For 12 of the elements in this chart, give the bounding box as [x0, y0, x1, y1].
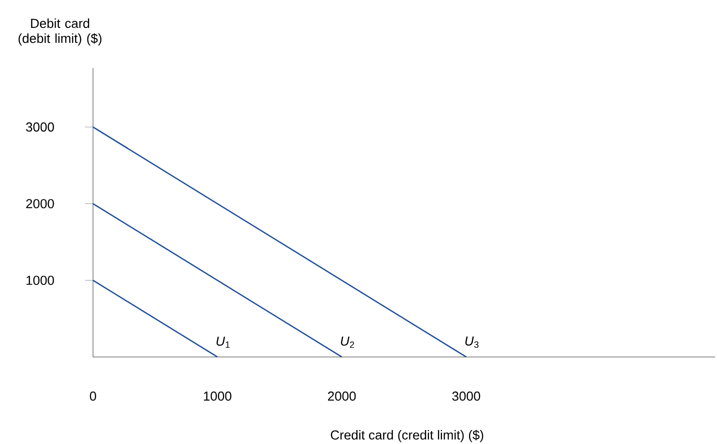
y-axis-title: Debit card (debit limit) ($)	[18, 18, 102, 46]
x-axis-title: Credit card (credit limit) ($)	[330, 430, 484, 442]
series-label: U$_{1}$	[216, 336, 230, 348]
y-tick-label: 3000	[26, 122, 54, 132]
series-label: U$_{2}$	[340, 336, 354, 348]
series-label: U$_{3}$	[465, 336, 479, 348]
y-tick-label: 1000	[26, 276, 54, 285]
x-tick-label: 1000	[204, 392, 232, 401]
x-tick-label: 3000	[452, 392, 480, 401]
x-tick-label: 2000	[328, 392, 356, 401]
x-tick-label: 0	[90, 392, 96, 401]
y-tick-label: 2000	[26, 199, 54, 208]
